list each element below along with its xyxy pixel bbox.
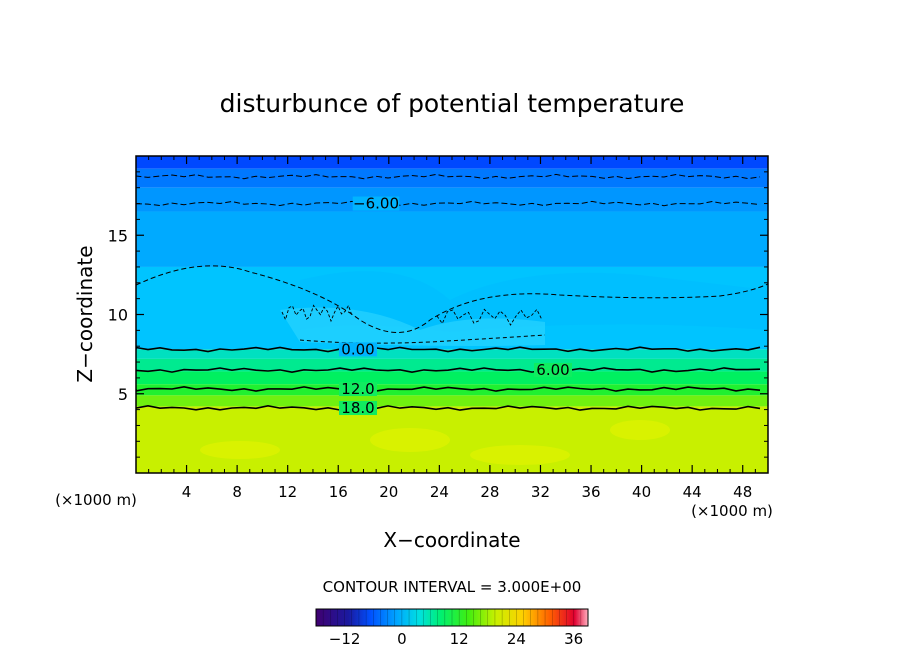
x-tick-label: 4 bbox=[182, 483, 192, 501]
field-patch-3 bbox=[200, 441, 280, 459]
x-tick-label: 36 bbox=[581, 483, 600, 501]
contour-line-2 bbox=[136, 346, 761, 353]
color-layer-2 bbox=[136, 187, 768, 212]
y-tick-label: 5 bbox=[118, 385, 128, 404]
x-tick-label: 44 bbox=[683, 483, 702, 501]
x-tick-label: 12 bbox=[278, 483, 297, 501]
contour-label: 0.00 bbox=[341, 340, 374, 358]
contour-label-bg bbox=[339, 401, 377, 416]
color-layer-3 bbox=[136, 211, 768, 267]
contour-label: 12.0 bbox=[341, 380, 374, 398]
color-layer-8 bbox=[136, 384, 768, 396]
colorbar-tick-label: 0 bbox=[397, 630, 407, 648]
x-axis: 4 8 12 16 20 24 28 32 36 40 44 48 bbox=[148, 156, 756, 501]
contour-line-wave bbox=[136, 265, 768, 333]
color-layer-7 bbox=[136, 371, 768, 385]
contour-labels: −6.00 0.00 6.00 12.018.0 bbox=[339, 195, 572, 417]
x-tick-label: 20 bbox=[379, 483, 398, 501]
field-patch-2 bbox=[610, 420, 670, 440]
x-unit-left: (×1000 m) bbox=[55, 491, 137, 509]
field-patch-1 bbox=[470, 445, 570, 465]
x-tick-label: 24 bbox=[430, 483, 449, 501]
x-unit-right: (×1000 m) bbox=[691, 502, 773, 520]
contour-label-bg bbox=[352, 196, 400, 211]
colorbar-tick-label: 36 bbox=[564, 630, 583, 648]
x-tick-label: 40 bbox=[632, 483, 651, 501]
contour-label-bg bbox=[339, 381, 377, 396]
x-tick-label: 16 bbox=[329, 483, 348, 501]
y-tick-label: 15 bbox=[108, 226, 128, 245]
y-axis: 5 10 15 bbox=[108, 171, 768, 458]
x-tick-label: 48 bbox=[733, 483, 752, 501]
color-layer-10 bbox=[136, 406, 768, 473]
chart-title: disturbunce of potential temperature bbox=[220, 89, 685, 118]
color-layer-1 bbox=[136, 168, 768, 188]
x-tick-label: 8 bbox=[232, 483, 242, 501]
contour-line-0 bbox=[136, 200, 761, 207]
x-tick-label: 32 bbox=[531, 483, 550, 501]
turbulent-contour-0 bbox=[281, 304, 353, 323]
contour-label-bg bbox=[534, 362, 572, 377]
x-tick-label: 28 bbox=[480, 483, 499, 501]
contour-label: 18.0 bbox=[341, 399, 374, 417]
colorbar-tick-label: −12 bbox=[329, 630, 361, 648]
y-axis-label: Z−coordinate bbox=[73, 245, 97, 382]
contour-label-bg bbox=[339, 342, 377, 357]
field-feature-core bbox=[280, 307, 545, 346]
x-axis-label: X−coordinate bbox=[383, 528, 520, 552]
contour-label: 6.00 bbox=[536, 361, 569, 379]
contour-line-5 bbox=[136, 404, 761, 411]
contour-line-4 bbox=[136, 385, 761, 392]
color-layer-5 bbox=[136, 349, 768, 359]
field-feature-upper bbox=[300, 271, 768, 332]
colorbar-tick-label: 12 bbox=[450, 630, 469, 648]
contour-lines bbox=[136, 173, 768, 411]
plot-features bbox=[200, 271, 768, 465]
colorbar-tick-label: 24 bbox=[507, 630, 526, 648]
colorbar-ticks: −12 0 12 24 36 bbox=[329, 630, 583, 648]
color-layer-0 bbox=[136, 156, 768, 169]
y-tick-label: 10 bbox=[108, 306, 128, 325]
field-patch-0 bbox=[370, 428, 450, 452]
color-layer-9 bbox=[136, 395, 768, 407]
colorbar-segments bbox=[322, 609, 582, 626]
contour-line-1 bbox=[136, 173, 761, 180]
contour-line-inner bbox=[299, 334, 546, 344]
contour-label: −6.00 bbox=[353, 195, 399, 213]
contour-interval: CONTOUR INTERVAL = 3.000E+00 bbox=[323, 578, 582, 596]
contour-line-3 bbox=[136, 367, 761, 374]
turbulent-contour-1 bbox=[436, 308, 543, 326]
